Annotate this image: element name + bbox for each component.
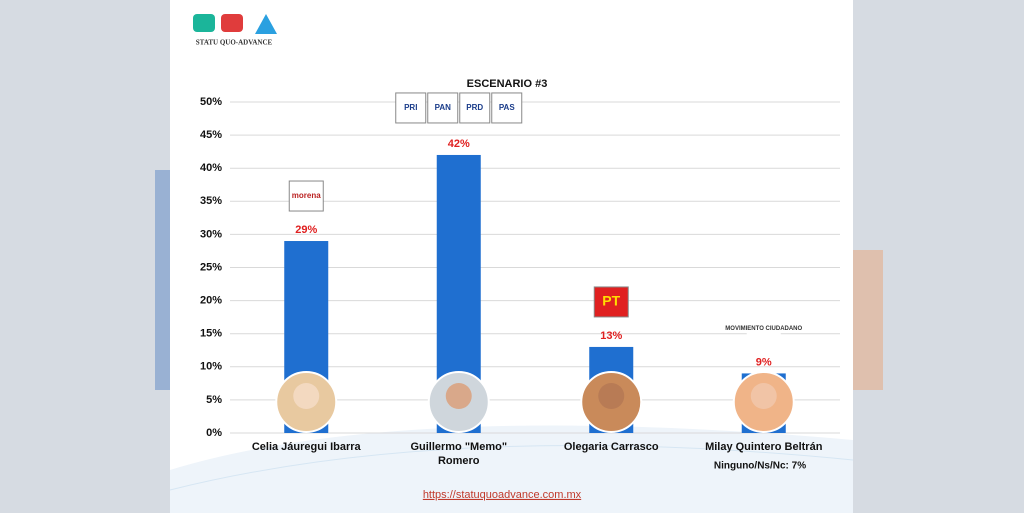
party-name: PRD <box>466 103 483 112</box>
value-label: 29% <box>295 224 317 236</box>
party-logo <box>395 92 427 124</box>
x-tick-label: Milay Quintero Beltrán <box>705 441 823 453</box>
blurred-bg-left <box>0 0 170 513</box>
y-tick-label: 40% <box>200 162 222 174</box>
logo-q <box>221 14 243 32</box>
x-tick-label: Celia Jáuregui Ibarra <box>251 441 361 453</box>
party-logo <box>746 313 781 344</box>
y-tick-label: 15% <box>200 328 222 340</box>
y-tick-label: 25% <box>200 261 222 273</box>
x-tick-label: Guillermo "Memo" Romero <box>410 441 508 467</box>
logo-a <box>255 14 277 34</box>
party-name: PT <box>602 293 620 309</box>
party-name: MOVIMIENTO CIUDADANO <box>725 326 802 332</box>
y-tick-label: 45% <box>200 129 222 141</box>
y-tick-label: 0% <box>206 427 222 439</box>
party-logo <box>491 92 523 124</box>
candidate-face <box>598 383 625 409</box>
y-tick-label: 35% <box>200 195 222 207</box>
value-label: 13% <box>600 330 622 342</box>
value-label: 9% <box>756 356 772 368</box>
y-tick-label: 30% <box>200 228 222 240</box>
party-name: PRI <box>404 103 417 112</box>
party-name: PAS <box>499 103 516 112</box>
candidate-face <box>445 383 472 409</box>
blurred-photo <box>853 250 883 390</box>
value-label: 42% <box>448 138 470 150</box>
party-name: morena <box>292 191 321 200</box>
logo-s <box>193 14 215 32</box>
blurred-bar <box>155 170 170 390</box>
y-tick-label: 20% <box>200 295 222 307</box>
footer-url[interactable]: https://statuquoadvance.com.mx <box>423 489 582 501</box>
party-logo <box>288 180 324 212</box>
brand-name: STATU QUO-ADVANCE <box>196 39 273 47</box>
y-tick-label: 5% <box>206 394 222 406</box>
y-tick-label: 50% <box>200 96 222 108</box>
candidate-face <box>293 383 320 409</box>
x-tick-label: Olegaria Carrasco <box>563 441 659 453</box>
y-tick-label: 10% <box>200 361 222 373</box>
wave-line <box>169 444 854 491</box>
chart-title: ESCENARIO #3 <box>467 78 548 90</box>
party-name: PAN <box>435 103 452 112</box>
candidate-face <box>750 383 777 409</box>
party-logo <box>459 92 491 124</box>
note: Ninguno/Ns/Nc: 7% <box>714 461 806 472</box>
party-logo <box>427 92 459 124</box>
party-logo <box>593 286 629 318</box>
